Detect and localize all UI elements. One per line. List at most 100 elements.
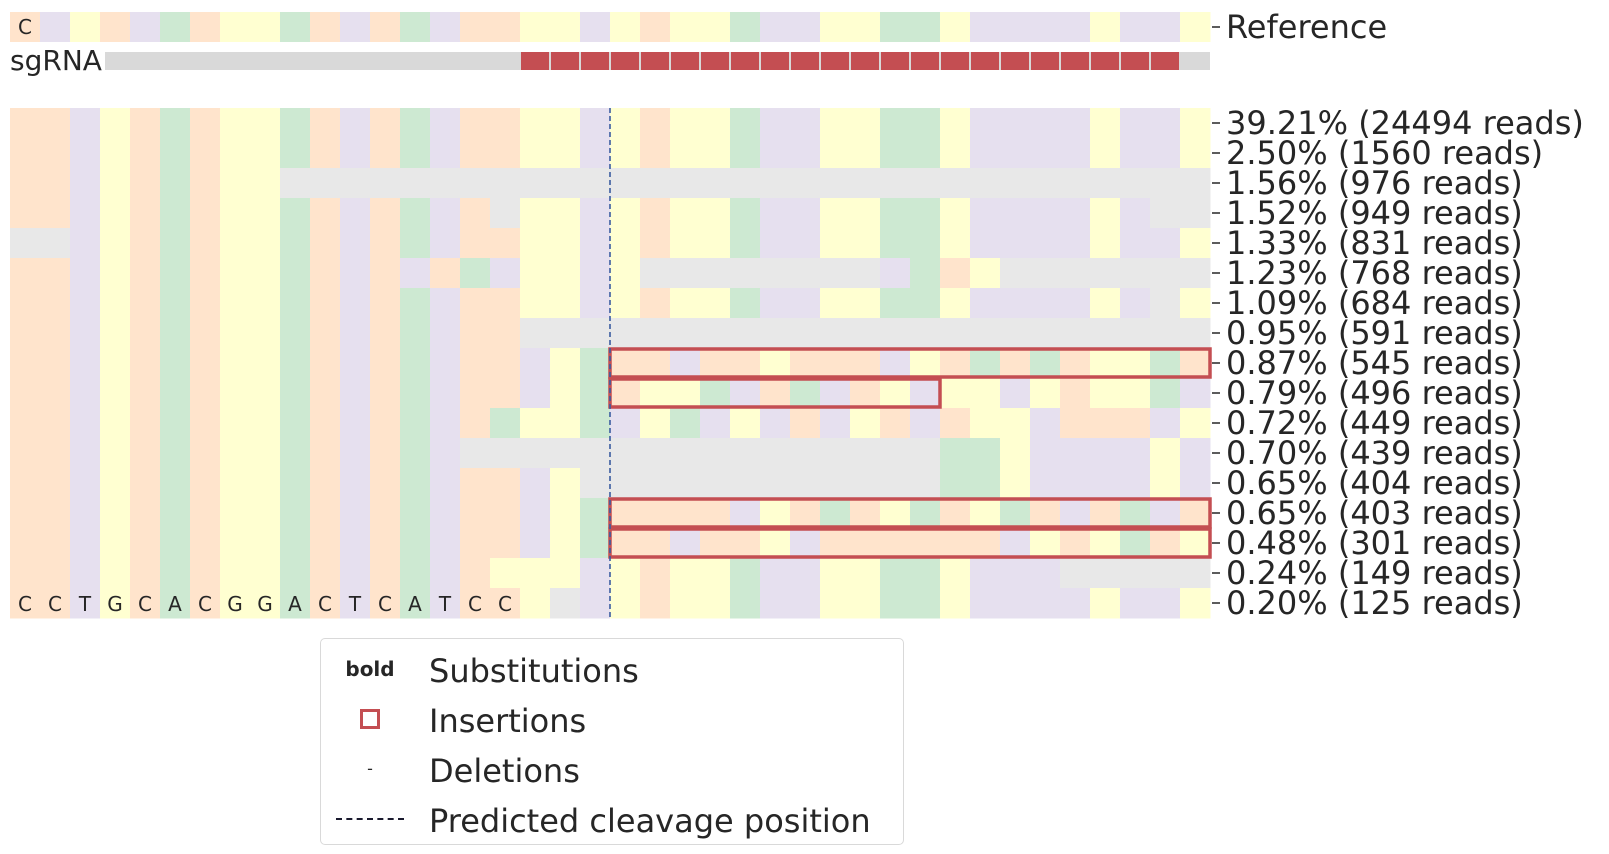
allele-cell xyxy=(310,378,341,409)
allele-cell xyxy=(820,588,851,619)
allele-cell xyxy=(280,318,311,349)
allele-cell xyxy=(40,408,71,439)
base-letter: C xyxy=(318,592,332,616)
allele-cell xyxy=(370,558,401,589)
allele-cell xyxy=(1030,228,1061,259)
allele-cell xyxy=(880,378,911,409)
allele-cell xyxy=(910,588,941,619)
allele-cell xyxy=(1180,378,1211,409)
allele-cell xyxy=(610,138,641,169)
allele-cell xyxy=(370,438,401,469)
row-label: 1.09% (684 reads) xyxy=(1226,284,1523,322)
allele-cell xyxy=(160,438,191,469)
allele-cell xyxy=(1060,558,1091,589)
allele-cell xyxy=(460,528,491,559)
allele-cell xyxy=(310,258,341,289)
legend-key-cleavage-line xyxy=(335,805,405,833)
sgrna-segment xyxy=(971,52,999,70)
allele-cell xyxy=(550,318,581,349)
allele-cell xyxy=(550,588,581,619)
allele-cell xyxy=(1060,438,1091,469)
allele-cell xyxy=(670,168,701,199)
allele-cell xyxy=(820,258,851,289)
allele-cell xyxy=(1060,168,1091,199)
allele-cell xyxy=(700,438,731,469)
allele-cell xyxy=(640,288,671,319)
allele-cell xyxy=(970,438,1001,469)
allele-cell xyxy=(1030,318,1061,349)
allele-cell xyxy=(940,408,971,439)
base-letter: T xyxy=(438,592,452,616)
allele-cell xyxy=(610,228,641,259)
allele-cell xyxy=(1180,408,1211,439)
allele-cell xyxy=(580,198,611,229)
allele-cell xyxy=(670,318,701,349)
allele-cell xyxy=(190,438,221,469)
allele-cell xyxy=(910,138,941,169)
allele-cell xyxy=(1180,258,1211,289)
allele-cell xyxy=(340,288,371,319)
allele-cell xyxy=(430,108,461,139)
allele-cell xyxy=(670,378,701,409)
allele-cell xyxy=(280,168,311,199)
allele-cell xyxy=(10,438,41,469)
allele-cell xyxy=(1120,138,1151,169)
allele-cell xyxy=(1150,138,1181,169)
allele-cell xyxy=(1180,108,1211,139)
allele-cell xyxy=(790,228,821,259)
allele-cell xyxy=(460,228,491,259)
allele-cell xyxy=(970,588,1001,619)
allele-cell xyxy=(490,348,521,379)
allele-cell xyxy=(1000,348,1031,379)
allele-cell xyxy=(220,378,251,409)
allele-cell xyxy=(340,498,371,529)
allele-cell xyxy=(760,348,791,379)
allele-cell xyxy=(340,228,371,259)
allele-cell xyxy=(280,228,311,259)
allele-cell xyxy=(130,528,161,559)
allele-cell xyxy=(190,198,221,229)
allele-cell xyxy=(640,228,671,259)
allele-cell xyxy=(100,318,131,349)
allele-cell xyxy=(400,498,431,529)
allele-cell xyxy=(100,138,131,169)
allele-cell xyxy=(280,528,311,559)
allele-cell xyxy=(70,288,101,319)
allele-cell xyxy=(220,258,251,289)
allele-cell xyxy=(40,318,71,349)
reference-cell xyxy=(100,12,131,42)
allele-cell xyxy=(1090,258,1121,289)
allele-cell xyxy=(400,288,431,319)
allele-cell xyxy=(550,288,581,319)
allele-cell xyxy=(820,318,851,349)
allele-cell xyxy=(40,258,71,289)
allele-cell xyxy=(310,558,341,589)
allele-cell xyxy=(1120,348,1151,379)
row-label: 0.20% (125 reads) xyxy=(1226,584,1523,622)
reference-cell xyxy=(880,12,911,42)
allele-cell xyxy=(1030,348,1061,379)
allele-cell xyxy=(880,258,911,289)
legend-label-insertions: Insertions xyxy=(429,702,587,740)
allele-cell xyxy=(760,318,791,349)
reference-cell xyxy=(550,12,581,42)
allele-cell xyxy=(700,588,731,619)
allele-cell xyxy=(340,138,371,169)
allele-cell xyxy=(640,138,671,169)
legend-key-bold: bold xyxy=(345,657,395,681)
sgrna-segment xyxy=(611,52,639,70)
allele-cell xyxy=(940,318,971,349)
allele-cell xyxy=(1120,378,1151,409)
reference-cell xyxy=(400,12,431,42)
allele-cell xyxy=(880,108,911,139)
base-letter: C xyxy=(198,592,212,616)
allele-cell xyxy=(190,588,221,619)
legend-item-insertions: Insertions xyxy=(321,699,903,740)
allele-cell xyxy=(220,288,251,319)
allele-cell xyxy=(970,318,1001,349)
allele-cell xyxy=(1030,108,1061,139)
allele-cell xyxy=(940,258,971,289)
allele-cell xyxy=(100,558,131,589)
sgrna-segment xyxy=(671,52,699,70)
allele-cell xyxy=(1120,168,1151,199)
